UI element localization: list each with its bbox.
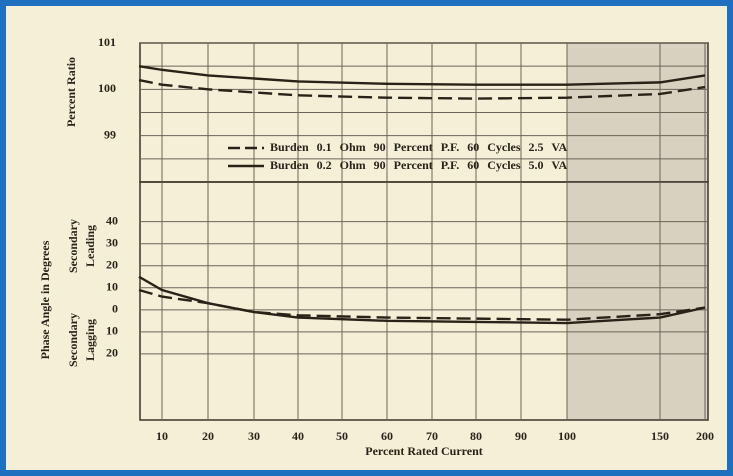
x-tick-label: 20	[202, 429, 214, 443]
side-label: Leading	[83, 225, 97, 267]
y-tick-label: 20	[106, 346, 118, 360]
series-line	[138, 288, 706, 321]
x-tick-label: 80	[470, 429, 482, 443]
series-line	[138, 275, 706, 325]
y-tick-label: 0	[112, 302, 118, 316]
x-tick-label: 200	[696, 429, 714, 443]
x-tick-label: 50	[336, 429, 348, 443]
side-label: Secondary	[66, 313, 80, 367]
legend-label: Burden 0.1 Ohm 90 Percent P.F. 60 Cycles…	[270, 140, 567, 154]
x-axis-label: Percent Rated Current	[365, 444, 483, 458]
y-axis-label: Phase Angle in Degrees	[38, 240, 52, 359]
side-label: Secondary	[66, 219, 80, 273]
y-axis-label: Percent Ratio	[64, 57, 78, 127]
x-tick-label: 70	[426, 429, 438, 443]
y-tick-label: 100	[98, 81, 116, 95]
side-label: Lagging	[83, 319, 97, 361]
y-tick-label: 30	[106, 235, 118, 249]
y-tick-label: 10	[106, 324, 118, 338]
series-line	[138, 78, 706, 100]
y-tick-label: 20	[106, 257, 118, 271]
x-tick-label: 100	[558, 429, 576, 443]
x-tick-label: 90	[515, 429, 527, 443]
plot-area	[139, 181, 709, 421]
x-tick-label: 10	[156, 429, 168, 443]
legend-label: Burden 0.2 Ohm 90 Percent P.F. 60 Cycles…	[270, 158, 567, 172]
x-tick-label: 150	[651, 429, 669, 443]
series-line	[138, 64, 706, 86]
shaded-region	[567, 182, 708, 420]
y-tick-label: 99	[104, 127, 116, 141]
x-tick-label: 40	[292, 429, 304, 443]
y-tick-label: 10	[106, 280, 118, 294]
x-tick-label: 60	[381, 429, 393, 443]
y-tick-label: 40	[106, 213, 118, 227]
x-tick-label: 30	[248, 429, 260, 443]
y-tick-label: 101	[98, 35, 116, 49]
